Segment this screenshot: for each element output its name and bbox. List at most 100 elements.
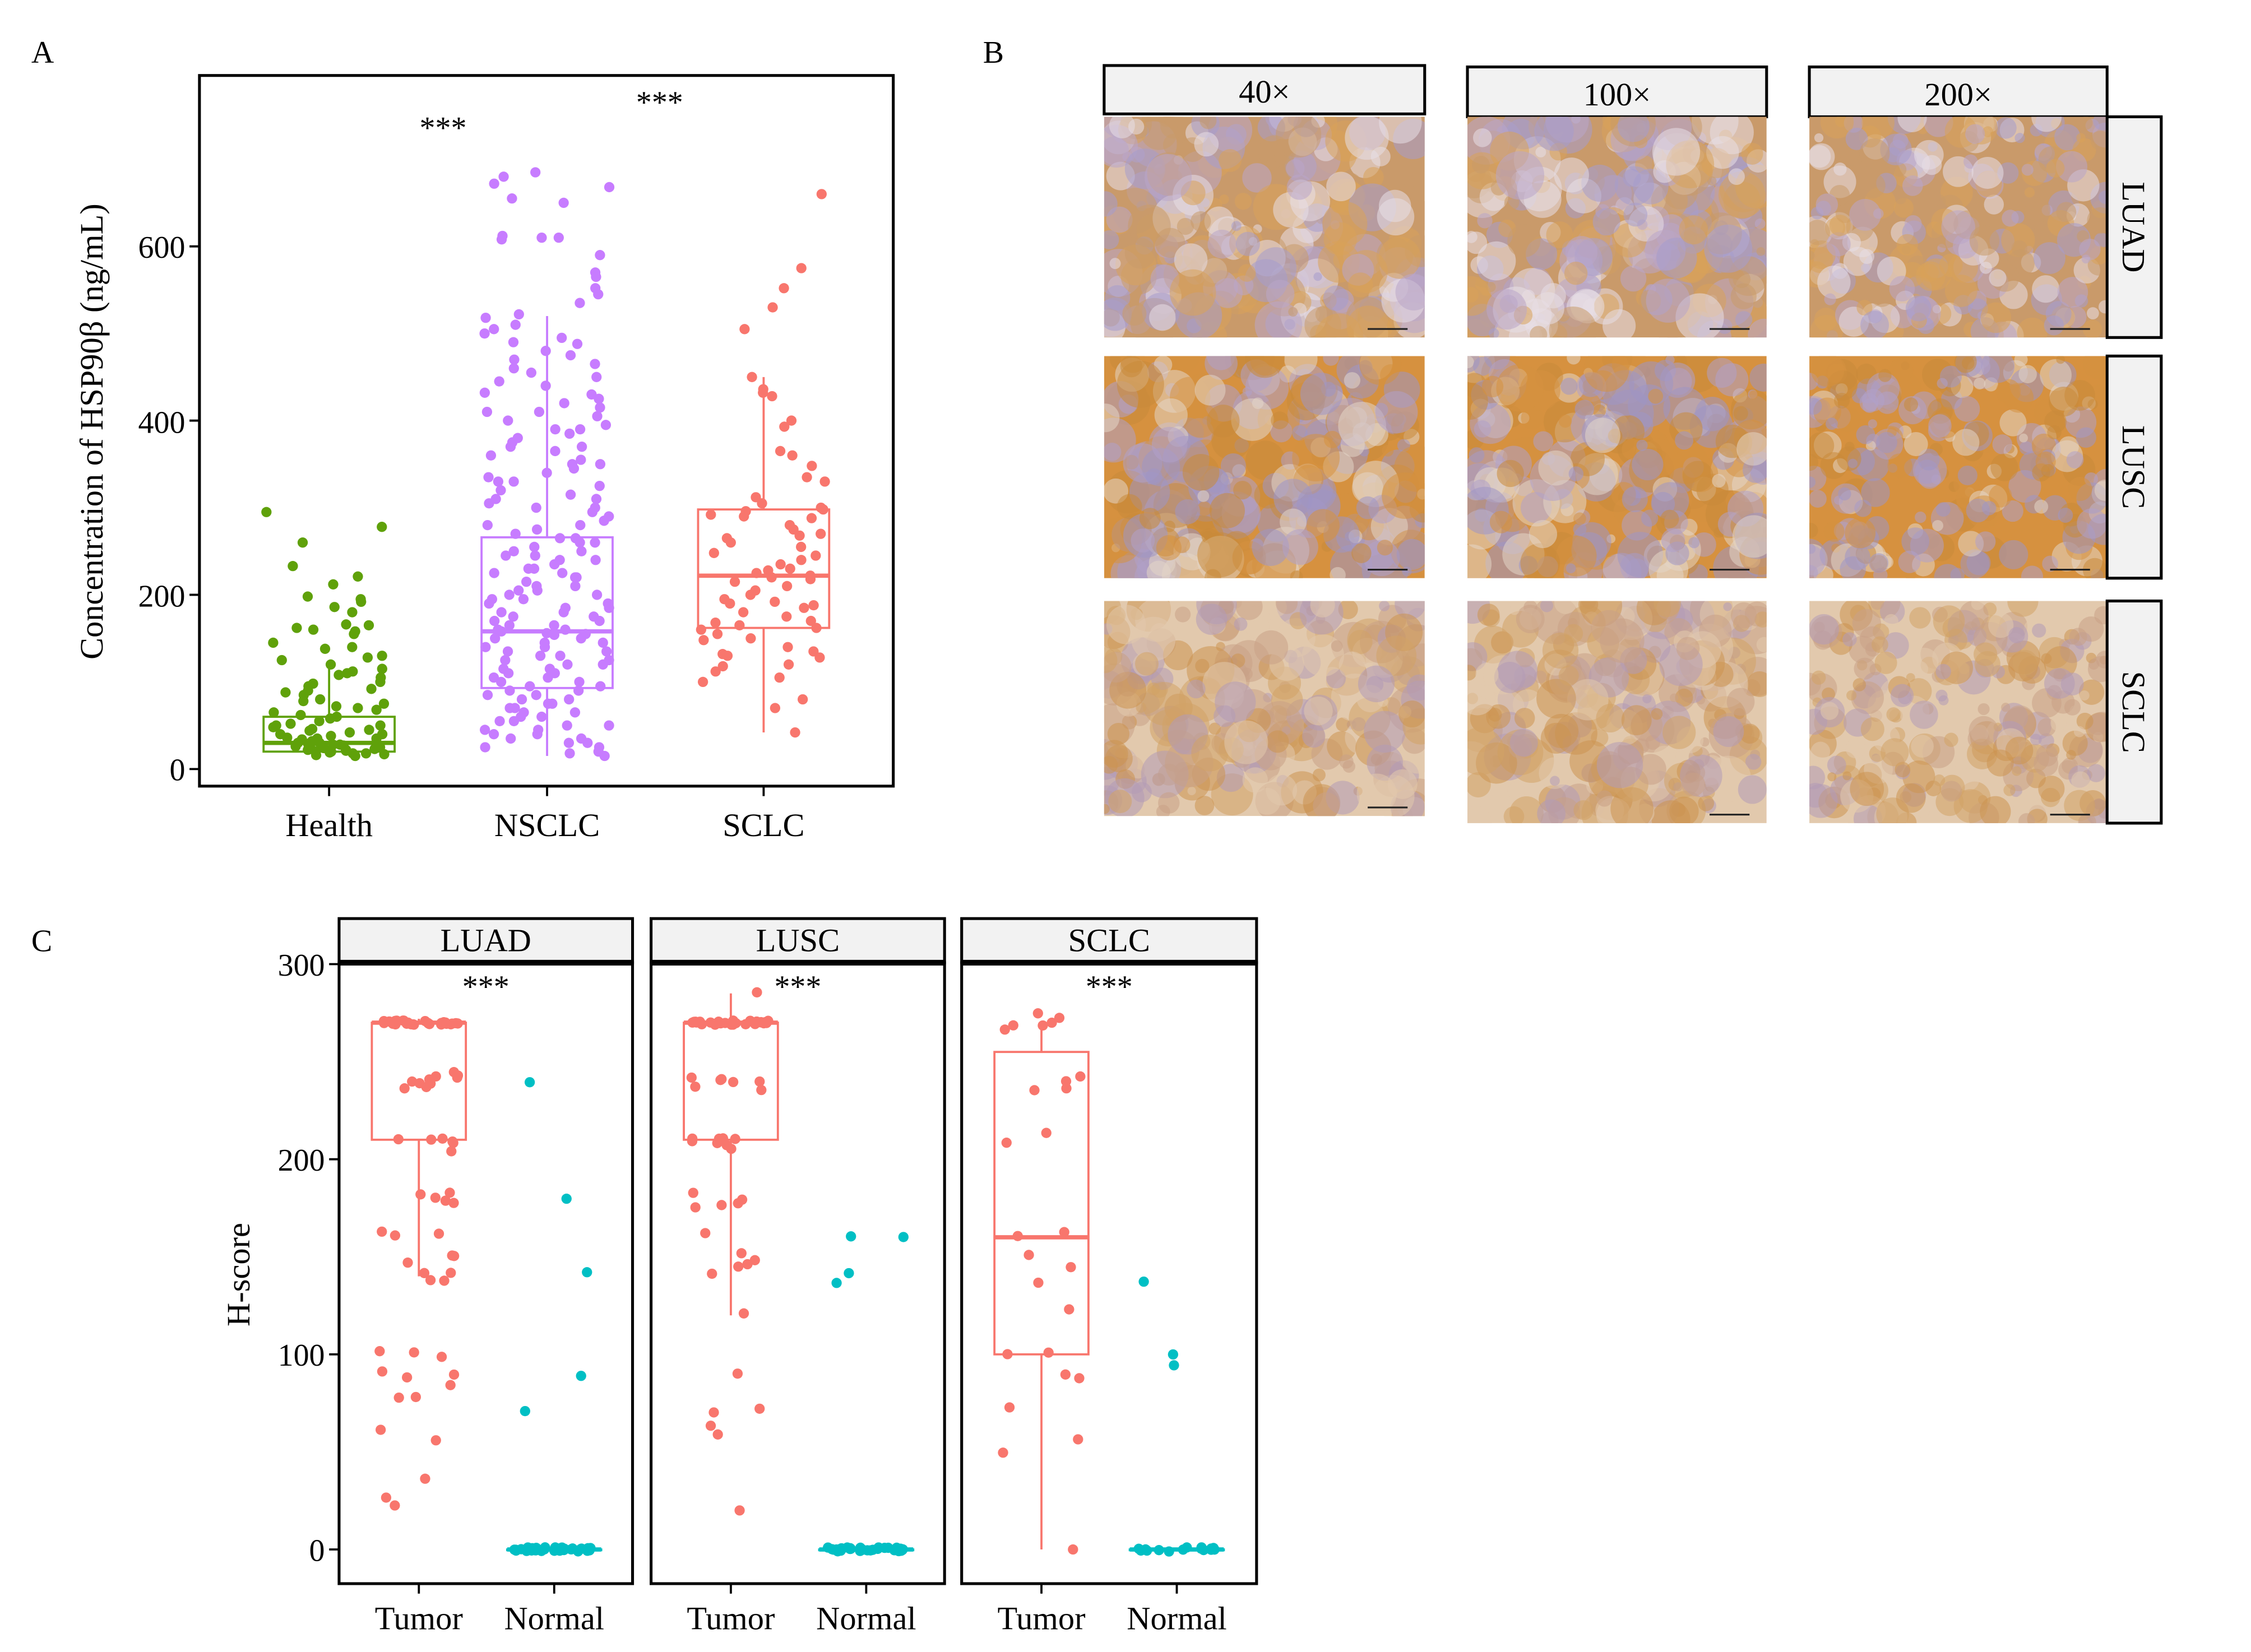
tissue-texture bbox=[1845, 517, 1876, 549]
tissue-texture bbox=[2077, 230, 2090, 243]
plot-frame bbox=[337, 961, 634, 1585]
tissue-texture bbox=[2076, 427, 2096, 448]
tissue-texture bbox=[1199, 117, 1217, 129]
tissue-texture bbox=[1224, 720, 1268, 764]
data-point-sclc bbox=[799, 602, 809, 613]
tissue-texture bbox=[1167, 356, 1201, 373]
ihc-image-sclc-0 bbox=[1104, 601, 1425, 816]
tissue-texture bbox=[1730, 283, 1757, 309]
tissue-texture bbox=[1706, 136, 1739, 169]
data-point-tumor bbox=[425, 1275, 436, 1286]
ihc-image-luad-0 bbox=[1104, 117, 1425, 338]
data-point-nsclc bbox=[536, 711, 547, 722]
tissue-texture bbox=[2007, 601, 2039, 617]
data-point-normal bbox=[831, 1278, 842, 1288]
data-point-nsclc bbox=[591, 590, 603, 600]
data-point-tumor bbox=[728, 1076, 739, 1088]
tissue-texture bbox=[1275, 601, 1298, 614]
data-point-nsclc bbox=[479, 387, 490, 398]
tissue-texture bbox=[1836, 446, 1861, 471]
data-point-tumor bbox=[1033, 1277, 1044, 1288]
tissue-texture bbox=[1732, 515, 1767, 558]
x-tick-normal: Normal bbox=[504, 1600, 604, 1636]
tissue-texture bbox=[1104, 285, 1131, 311]
tissue-texture bbox=[1151, 426, 1188, 463]
data-point-tumor bbox=[1023, 1250, 1034, 1260]
data-point-nsclc bbox=[513, 309, 524, 320]
tissue-texture bbox=[1735, 311, 1753, 328]
data-point-tumor bbox=[448, 1138, 458, 1148]
tissue-texture bbox=[1870, 601, 1884, 610]
data-point-tumor bbox=[752, 987, 762, 997]
tissue-texture bbox=[1931, 474, 1942, 485]
tissue-texture bbox=[1845, 544, 1870, 570]
tissue-texture bbox=[1845, 127, 1868, 150]
tissue-texture bbox=[1892, 162, 1907, 177]
tissue-texture bbox=[1288, 307, 1298, 317]
tissue-texture bbox=[1809, 220, 1831, 245]
data-point-tumor bbox=[707, 1268, 717, 1279]
ihc-image-sclc-1 bbox=[1467, 601, 1767, 823]
tissue-texture bbox=[1313, 792, 1340, 816]
data-point-tumor bbox=[754, 1403, 765, 1414]
data-point-nsclc bbox=[480, 312, 491, 323]
tissue-texture bbox=[1266, 774, 1298, 806]
tissue-texture bbox=[1845, 738, 1865, 759]
data-point-sclc bbox=[775, 559, 786, 570]
tissue-texture bbox=[1284, 356, 1318, 376]
tissue-texture bbox=[1903, 432, 1928, 457]
data-point-sclc bbox=[775, 446, 786, 457]
tissue-texture bbox=[1695, 397, 1730, 431]
data-point-sclc bbox=[745, 590, 756, 600]
tissue-texture bbox=[1906, 673, 1915, 683]
tissue-texture bbox=[2001, 703, 2011, 712]
data-point-tumor bbox=[1002, 1349, 1013, 1359]
tissue-texture bbox=[1379, 601, 1390, 611]
tissue-texture bbox=[1903, 397, 1919, 412]
data-point-nsclc bbox=[494, 376, 504, 387]
tissue-texture bbox=[1266, 730, 1289, 753]
data-point-normal bbox=[1209, 1544, 1220, 1555]
tissue-texture bbox=[1104, 647, 1118, 674]
tissue-texture bbox=[2094, 479, 2108, 502]
data-point-sclc bbox=[696, 624, 706, 635]
tissue-texture bbox=[1376, 635, 1417, 676]
tissue-texture bbox=[2078, 813, 2096, 823]
data-point-sclc bbox=[774, 672, 785, 683]
data-point-sclc bbox=[808, 600, 819, 611]
tissue-texture bbox=[2093, 117, 2108, 131]
tissue-texture bbox=[1196, 604, 1228, 635]
tissue-texture bbox=[1646, 279, 1690, 323]
box-nsclc-box bbox=[480, 536, 614, 689]
tissue-texture bbox=[1941, 210, 1975, 244]
tissue-texture bbox=[1231, 398, 1274, 441]
tissue-texture bbox=[1475, 662, 1499, 686]
tissue-texture bbox=[1809, 250, 1815, 261]
tissue-texture bbox=[1488, 328, 1499, 338]
panel-label-a: A bbox=[31, 35, 54, 70]
tissue-texture bbox=[1974, 358, 1991, 375]
data-point-nsclc bbox=[543, 698, 554, 709]
tissue-texture bbox=[2064, 380, 2095, 411]
y-tick-400: 400 bbox=[138, 406, 186, 440]
data-point-tumor bbox=[1060, 1369, 1071, 1380]
data-point-sclc bbox=[806, 513, 817, 523]
facet-label: SCLC bbox=[1068, 922, 1150, 959]
tissue-texture bbox=[1748, 318, 1767, 338]
tissue-texture bbox=[1194, 132, 1219, 157]
tissue-texture bbox=[1681, 772, 1706, 797]
data-point-normal bbox=[827, 1544, 837, 1554]
tissue-texture bbox=[2076, 712, 2093, 730]
data-point-sclc bbox=[722, 651, 733, 661]
tissue-texture bbox=[1174, 243, 1208, 277]
data-point-nsclc bbox=[565, 350, 576, 361]
tissue-texture bbox=[1852, 678, 1866, 692]
y-tick-0: 0 bbox=[309, 1533, 325, 1568]
data-point-nsclc bbox=[540, 380, 551, 391]
data-point-tumor bbox=[732, 1368, 743, 1379]
tissue-texture bbox=[1688, 537, 1700, 549]
tissue-texture bbox=[1280, 508, 1307, 536]
data-point-normal bbox=[576, 1371, 586, 1381]
tissue-texture bbox=[1846, 690, 1857, 701]
data-point-normal bbox=[1168, 1349, 1179, 1360]
